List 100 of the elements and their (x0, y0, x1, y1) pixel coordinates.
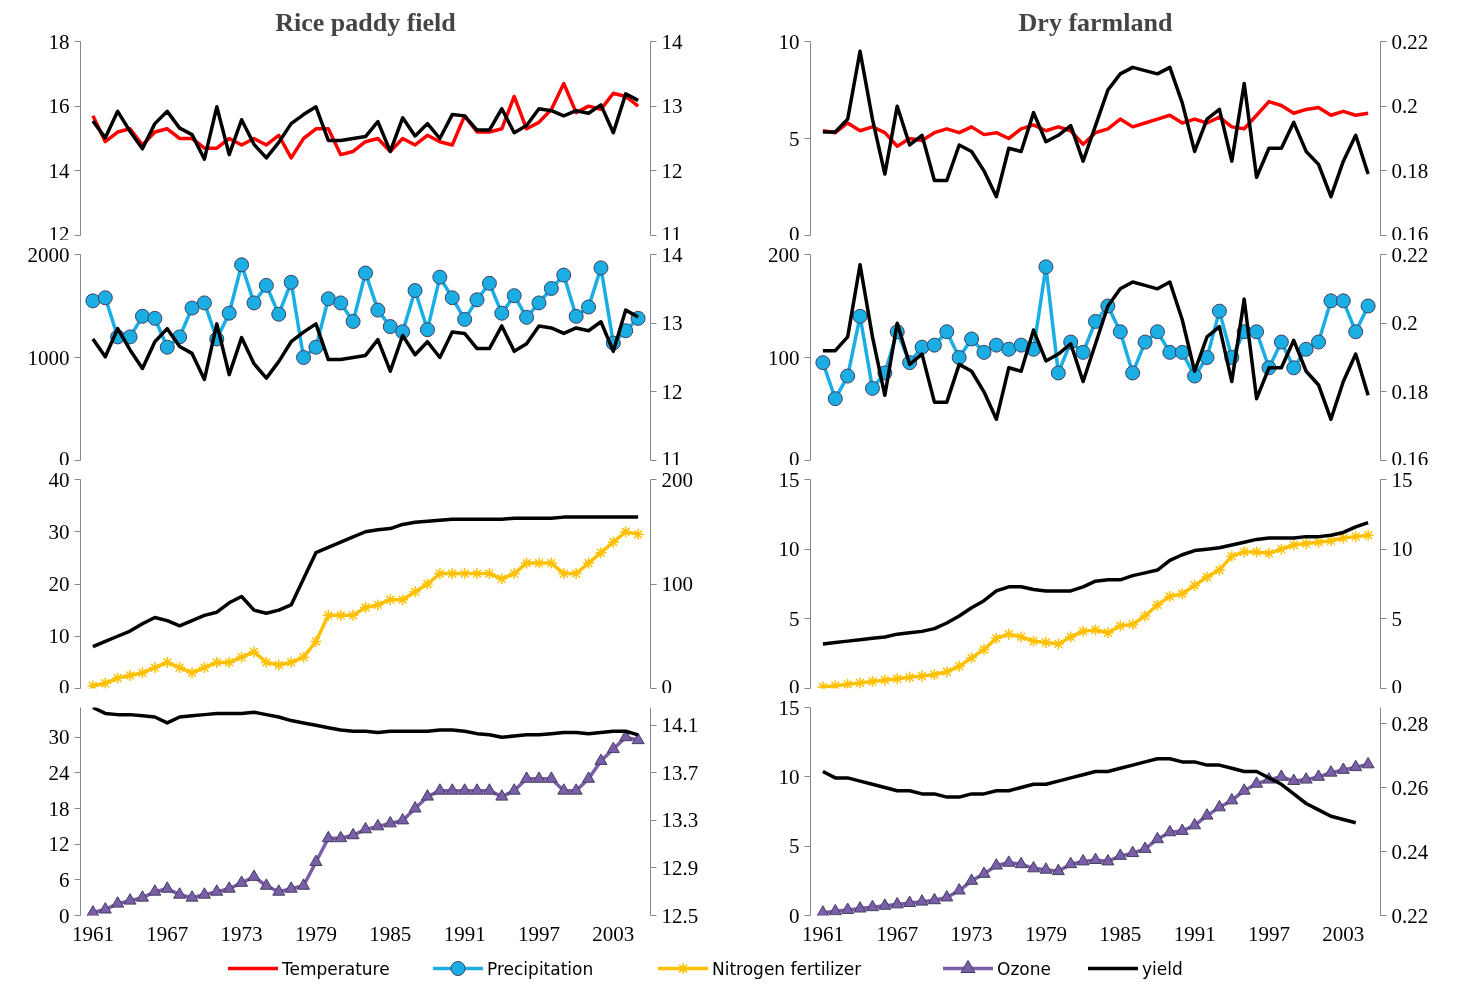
point (85, 293, 101, 309)
point (520, 556, 533, 570)
point (297, 650, 310, 664)
point (878, 673, 892, 687)
point (1200, 808, 1214, 820)
point (1274, 769, 1288, 781)
point (457, 311, 473, 327)
point (1101, 626, 1115, 640)
point (222, 881, 236, 893)
point (532, 771, 546, 783)
legend-label: Nitrogen fertilizer (712, 958, 862, 979)
x-tick-label: 1967 (876, 921, 919, 946)
point (1348, 324, 1364, 340)
y-tick-label: 30 (48, 725, 70, 750)
point (134, 308, 150, 324)
point (210, 656, 224, 669)
y2-tick-label: 0.22 (1391, 29, 1429, 54)
point (196, 295, 212, 311)
point (99, 677, 112, 689)
point (159, 339, 175, 355)
x-tick-label: 2003 (1322, 921, 1365, 946)
point (370, 302, 386, 318)
point (495, 789, 509, 801)
point (852, 308, 868, 324)
point (1299, 537, 1313, 550)
point (470, 567, 484, 580)
point (173, 661, 186, 674)
point (1211, 303, 1227, 319)
point (927, 892, 941, 905)
point (1174, 344, 1190, 360)
point (358, 265, 373, 281)
point (246, 295, 262, 311)
point (1075, 344, 1091, 360)
point (309, 854, 323, 866)
point (284, 881, 298, 893)
y-tick-label: 12 (48, 832, 70, 857)
point (247, 869, 261, 881)
point (1349, 759, 1363, 772)
point (841, 902, 855, 914)
point (520, 771, 534, 783)
legend-label: yield (1142, 958, 1183, 979)
point (1076, 853, 1090, 866)
point (271, 306, 287, 322)
point (1324, 765, 1338, 777)
point (1275, 542, 1288, 556)
point (1213, 563, 1226, 577)
point (507, 783, 521, 795)
point (864, 380, 880, 396)
point (198, 661, 211, 674)
x-tick-label: 2003 (592, 921, 635, 946)
point (173, 887, 187, 899)
point (1089, 852, 1102, 864)
y2-tick-label: 0.2 (1391, 311, 1418, 336)
y2-tick-label: 0.28 (1391, 711, 1429, 736)
point (1137, 334, 1153, 350)
point (545, 556, 558, 570)
point (619, 525, 632, 538)
point (1323, 293, 1339, 309)
point (1311, 334, 1327, 350)
point (569, 783, 583, 795)
point (977, 866, 991, 878)
point (1188, 579, 1201, 592)
point (383, 815, 397, 828)
y2-tick-label: 12 (661, 379, 683, 404)
point (235, 875, 249, 887)
point (136, 666, 149, 680)
point (1175, 823, 1189, 835)
y2-tick-label: 5 (1391, 606, 1402, 631)
y-tick-label: 0 (789, 903, 800, 928)
point (1112, 324, 1128, 340)
y2-tick-label: 12 (661, 158, 683, 183)
point (866, 675, 879, 688)
point (988, 337, 1004, 353)
point (1101, 853, 1115, 866)
point (147, 310, 163, 326)
point (1335, 293, 1351, 309)
point (494, 305, 510, 321)
x-tick-label: 1973 (220, 921, 263, 946)
point (1151, 598, 1164, 612)
point (976, 344, 992, 360)
point (320, 291, 336, 307)
point (272, 884, 286, 896)
point (977, 643, 991, 656)
point (840, 368, 856, 384)
chart-title: Dry farmland (1018, 7, 1173, 37)
point (346, 827, 360, 840)
point (1064, 630, 1077, 644)
point (333, 295, 349, 311)
point (1337, 531, 1350, 545)
x-tick-label: 1973 (950, 921, 993, 946)
point (557, 783, 571, 795)
y-tick-label: 14 (48, 158, 70, 183)
point (631, 528, 645, 541)
y-tick-label: 18 (48, 29, 70, 54)
point (235, 650, 248, 664)
point (531, 295, 547, 311)
point (1312, 769, 1326, 781)
point (1225, 549, 1239, 563)
y2-tick-label: 13.7 (661, 760, 699, 785)
point (1076, 625, 1090, 638)
